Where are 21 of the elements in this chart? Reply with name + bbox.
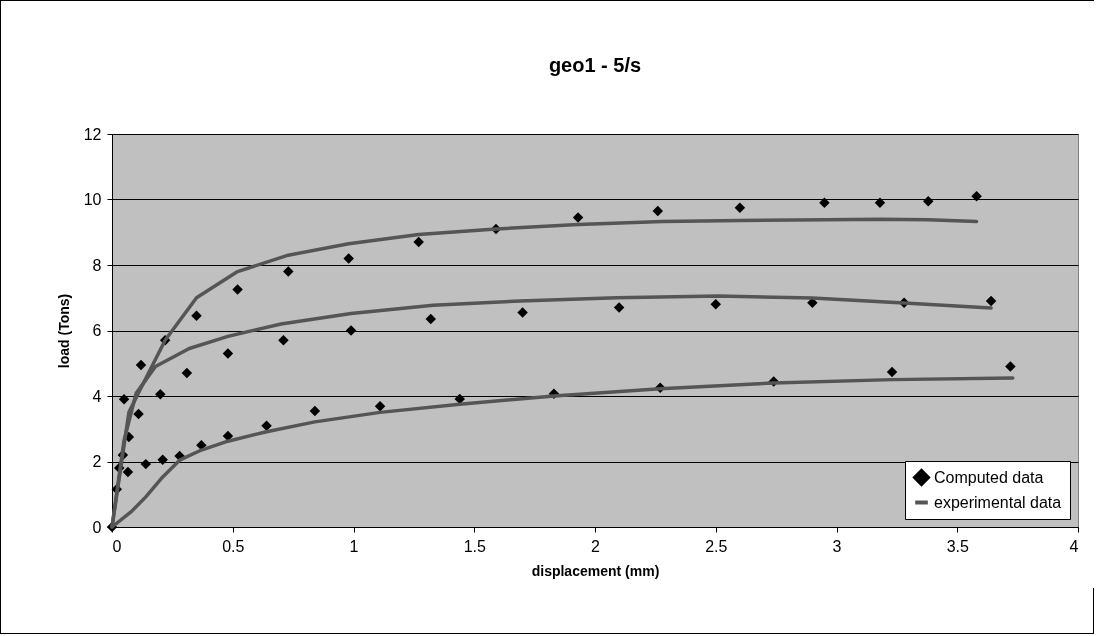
x-tick-label: 2 [591, 537, 601, 555]
y-tick-label: 2 [92, 453, 102, 470]
legend-label: Computed data [934, 468, 1044, 486]
x-tick-label: 4 [1069, 537, 1079, 555]
y-tick-label: 0 [92, 518, 102, 536]
x-tick-label: 1 [349, 537, 359, 555]
y-tick-label: 8 [92, 256, 102, 274]
y-tick-label: 4 [92, 387, 102, 405]
x-tick-label: 0.5 [222, 537, 245, 555]
y-axis-title: load (Tons) [55, 293, 72, 369]
x-tick-label: 3 [832, 537, 842, 555]
legend-label: experimental data [934, 493, 1062, 511]
x-axis-title: displacement (mm) [531, 562, 660, 579]
x-tick-label: 3.5 [946, 537, 969, 555]
x-tick-label: 2.5 [705, 537, 728, 555]
chart-title: geo1 - 5/s [548, 54, 642, 76]
y-tick-label: 10 [83, 191, 102, 208]
y-tick-label: 6 [92, 322, 102, 339]
x-tick-label: 1.5 [463, 537, 486, 555]
y-tick-label: 12 [83, 125, 102, 143]
x-tick-label: 0 [112, 537, 122, 555]
